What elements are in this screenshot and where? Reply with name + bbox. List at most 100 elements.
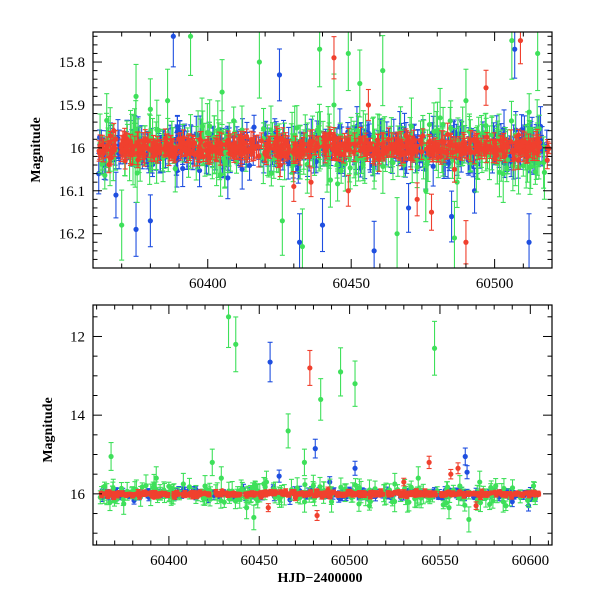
data-point [544, 157, 550, 163]
data-point [164, 141, 170, 147]
data-point [386, 145, 392, 151]
data-point [172, 166, 178, 172]
data-point [96, 148, 102, 154]
data-point [381, 150, 387, 157]
data-point [390, 160, 396, 166]
data-point [532, 169, 538, 175]
data-point [316, 129, 323, 135]
data-point [294, 125, 300, 131]
data-point [437, 115, 443, 121]
data-point [408, 123, 415, 129]
data-point [164, 98, 171, 104]
data-point [187, 33, 194, 39]
data-point [448, 213, 455, 220]
data-point [246, 162, 253, 169]
data-point [225, 175, 231, 181]
data-point [217, 172, 224, 178]
data-point [440, 121, 446, 128]
data-point [405, 205, 412, 211]
data-point [279, 218, 285, 224]
data-point [177, 149, 184, 155]
data-point [526, 239, 532, 245]
data-point [380, 163, 386, 170]
data-point [448, 125, 454, 131]
data-point [394, 231, 400, 237]
data-point [147, 218, 153, 224]
data-point [248, 149, 255, 155]
data-point [524, 153, 531, 160]
plot-area [96, 32, 552, 268]
data-point [307, 146, 313, 153]
top-ylabel: Magnitude [29, 117, 44, 182]
data-point [430, 163, 436, 169]
data-point [424, 161, 430, 167]
data-point [540, 159, 547, 166]
data-point [111, 142, 117, 149]
data-point [379, 141, 385, 148]
data-point [519, 139, 525, 145]
data-point [355, 127, 361, 134]
data-point [424, 146, 430, 152]
data-point [360, 144, 366, 150]
data-point [204, 130, 210, 136]
data-point [124, 136, 130, 142]
data-point [205, 140, 211, 147]
data-point [170, 144, 176, 150]
data-point [509, 37, 515, 44]
data-point [501, 144, 508, 150]
data-point [418, 149, 425, 155]
data-point [157, 145, 164, 151]
data-point [319, 222, 326, 228]
data-point [510, 148, 516, 154]
data-point [508, 118, 515, 124]
data-point [299, 145, 305, 152]
data-point [331, 102, 337, 108]
data-point [414, 164, 420, 170]
data-point [162, 135, 168, 141]
data-point [515, 132, 522, 138]
data-point [451, 235, 458, 241]
data-point [121, 147, 127, 153]
data-point [99, 142, 105, 148]
data-point [251, 124, 257, 130]
data-point [238, 133, 244, 139]
data-point [170, 33, 176, 39]
data-point [541, 169, 548, 175]
data-point [199, 123, 205, 129]
data-point [512, 46, 518, 52]
data-point [397, 147, 403, 153]
data-point [106, 161, 112, 168]
data-point [191, 151, 197, 158]
data-point [124, 144, 131, 150]
data-point [150, 153, 156, 159]
data-point [180, 165, 186, 172]
data-point [510, 163, 516, 169]
data-point [520, 163, 526, 169]
data-point [296, 149, 302, 155]
data-point [445, 131, 451, 138]
data-point [99, 161, 105, 167]
data-point [133, 93, 139, 99]
data-point [299, 243, 306, 250]
data-point [233, 159, 240, 165]
data-point [457, 148, 463, 154]
data-point [434, 127, 441, 133]
top-panel: Magnitude 60400 60450 6050015.815.91616.11… [29, 31, 553, 292]
data-point [133, 226, 139, 232]
data-point [526, 109, 532, 115]
data-point [185, 139, 192, 145]
data-point [130, 151, 136, 157]
data-point [347, 165, 353, 171]
data-point [403, 143, 410, 149]
data-point [109, 150, 115, 156]
data-point [504, 165, 510, 171]
data-point [426, 139, 432, 145]
data-point [119, 142, 125, 148]
data-point [335, 181, 341, 187]
data-point [338, 168, 344, 174]
data-point [423, 188, 429, 194]
data-point [291, 147, 297, 153]
data-point [102, 172, 108, 178]
data-point [345, 50, 351, 57]
